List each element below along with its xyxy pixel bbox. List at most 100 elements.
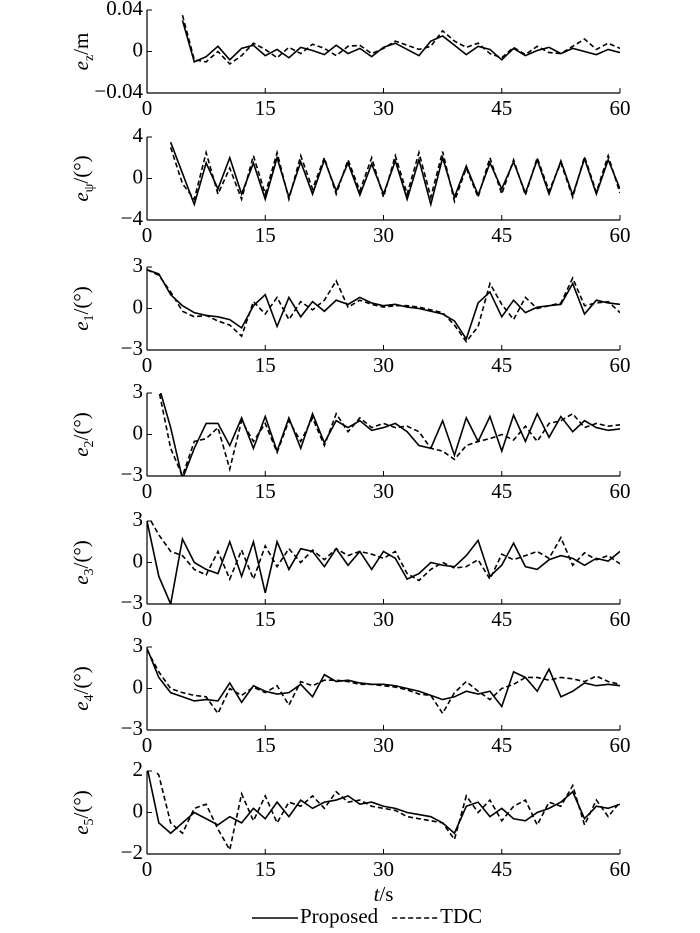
y-tick-label: −3 [121, 590, 143, 614]
y-label-sub: 5 [82, 818, 97, 825]
x-label-unit: /s [379, 882, 393, 906]
x-tick-label: 30 [373, 857, 394, 881]
x-tick-label: 15 [255, 733, 276, 757]
y-tick-label: −2 [121, 840, 143, 864]
plot-area [147, 521, 620, 604]
x-tick-label: 60 [610, 479, 631, 503]
y-label-sub: 2 [82, 440, 97, 447]
plot-area [147, 771, 620, 853]
x-tick-label: 0 [142, 479, 153, 503]
y-axis-label: e4/(°) [69, 666, 97, 711]
y-tick-label: 2 [133, 757, 144, 781]
plot-area [169, 141, 620, 208]
series-line [150, 521, 620, 582]
series-line [147, 269, 620, 344]
y-axis-label: e3/(°) [69, 540, 97, 585]
y-tick-label: 3 [133, 379, 144, 403]
x-tick-label: 60 [610, 857, 631, 881]
plot-area [181, 14, 620, 66]
y-tick-label: −0.04 [94, 79, 143, 103]
legend-label: TDC [440, 904, 482, 928]
x-axis-label: t/s [374, 882, 394, 906]
y-label-sub: 1 [82, 314, 97, 321]
y-tick-label: 0 [133, 164, 144, 188]
x-tick-label: 30 [373, 479, 394, 503]
y-axis-label: eψ/(°) [69, 155, 97, 201]
x-tick-label: 30 [373, 353, 394, 377]
y-label-sub: 3 [82, 568, 97, 575]
x-tick-label: 30 [373, 223, 394, 247]
y-tick-label: 0 [133, 37, 144, 61]
series-line [147, 648, 620, 709]
x-tick-label: 30 [373, 96, 394, 120]
x-tick-label: 45 [491, 857, 512, 881]
y-label-sub: ψ [82, 183, 97, 192]
series-line [147, 393, 620, 476]
x-tick-label: 45 [491, 96, 512, 120]
y-axis-label: e5/(°) [69, 790, 97, 835]
series-line [181, 20, 620, 63]
series-line [169, 147, 620, 205]
x-tick-label: 15 [255, 353, 276, 377]
series-line [169, 141, 620, 208]
x-tick-label: 30 [373, 733, 394, 757]
plot-area [147, 269, 620, 344]
y-tick-label: −3 [121, 462, 143, 486]
y-label-var: e [69, 61, 93, 70]
y-tick-label: 0.04 [106, 0, 143, 20]
x-tick-label: 60 [610, 96, 631, 120]
y-tick-label: 3 [133, 633, 144, 657]
x-tick-label: 45 [491, 223, 512, 247]
x-tick-label: 60 [610, 733, 631, 757]
x-tick-label: 0 [142, 223, 153, 247]
x-tick-label: 30 [373, 607, 394, 631]
series-line [147, 771, 620, 835]
x-tick-label: 15 [255, 607, 276, 631]
y-label-unit: /(°) [69, 666, 93, 694]
series-line [147, 269, 620, 341]
series-line [147, 521, 620, 604]
y-tick-label: 0 [133, 548, 144, 572]
y-tick-label: −4 [121, 206, 144, 230]
y-label-unit: /(°) [69, 155, 93, 183]
legend-label: Proposed [300, 904, 379, 928]
y-label-unit: /(°) [69, 790, 93, 818]
x-tick-label: 0 [142, 857, 153, 881]
y-tick-label: 0 [133, 674, 144, 698]
x-tick-label: 60 [610, 607, 631, 631]
y-tick-label: 0 [133, 420, 144, 444]
y-label-unit: /(°) [69, 540, 93, 568]
series-line [154, 771, 620, 853]
series-line [147, 649, 620, 715]
y-axis-label: e2/(°) [69, 412, 97, 457]
y-tick-label: −3 [121, 336, 143, 360]
y-label-var: e [69, 701, 93, 710]
y-label-var: e [69, 192, 93, 201]
x-label-var: t [374, 882, 381, 906]
y-label-var: e [69, 321, 93, 330]
plot-area [147, 648, 620, 715]
y-label-unit: /(°) [69, 412, 93, 440]
series-line [147, 393, 620, 476]
x-tick-label: 0 [142, 607, 153, 631]
x-tick-label: 0 [142, 96, 153, 120]
x-tick-label: 15 [255, 223, 276, 247]
x-tick-label: 15 [255, 96, 276, 120]
y-label-sub: 4 [82, 694, 97, 701]
y-tick-label: 0 [133, 798, 144, 822]
y-label-unit: /m [69, 33, 93, 55]
x-tick-label: 60 [610, 223, 631, 247]
y-tick-label: 3 [133, 253, 144, 277]
x-tick-label: 0 [142, 733, 153, 757]
x-tick-label: 45 [491, 479, 512, 503]
y-tick-label: −3 [121, 716, 143, 740]
y-label-var: e [69, 575, 93, 584]
y-tick-label: 4 [133, 123, 144, 147]
x-tick-label: 45 [491, 733, 512, 757]
y-tick-label: 3 [133, 507, 144, 531]
y-label-var: e [69, 825, 93, 834]
x-tick-label: 15 [255, 479, 276, 503]
y-label-sub: z [82, 55, 97, 61]
y-label-var: e [69, 447, 93, 456]
plot-area [147, 393, 620, 476]
